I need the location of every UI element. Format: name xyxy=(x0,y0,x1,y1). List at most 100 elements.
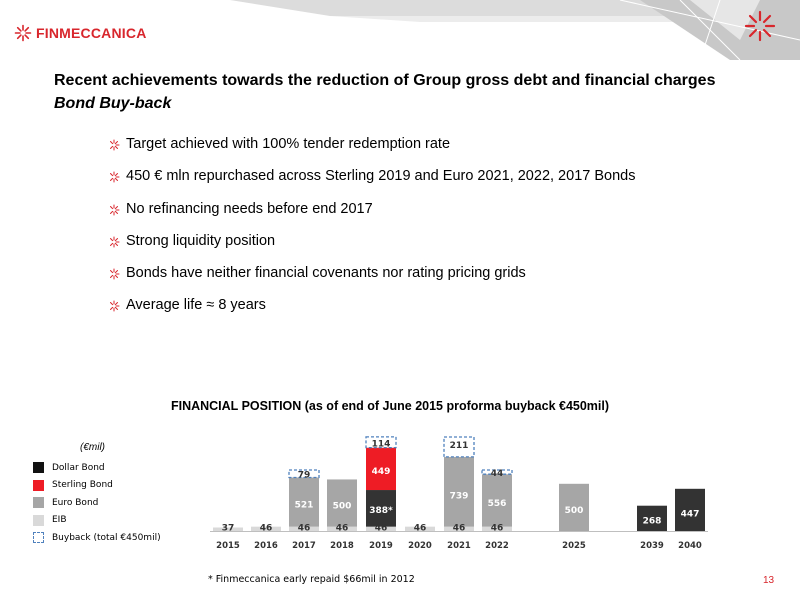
chart-legend: Dollar Bond Sterling Bond Euro Bond EIB … xyxy=(33,459,161,547)
bar-eib-2018 xyxy=(327,526,357,531)
x-tick-label-2020: 2020 xyxy=(408,541,432,551)
company-logo: FINMECCANICA xyxy=(14,24,147,42)
bar-sterling-bond-2019 xyxy=(366,447,396,491)
bar-eib-2017 xyxy=(289,526,319,531)
x-tick-label-2025: 2025 xyxy=(562,541,586,551)
bar-eib-2016 xyxy=(251,526,281,531)
bar-buyback-2017 xyxy=(288,469,320,479)
data-label-bar-eib-2016: 46 xyxy=(260,524,273,534)
legend-label: Sterling Bond xyxy=(52,480,113,491)
data-label-bar-sterling-bond-2019: 449 xyxy=(372,467,391,477)
footnote: * Finmeccanica early repaid $66mil in 20… xyxy=(208,574,415,585)
bar-eib-2019 xyxy=(366,526,396,531)
legend-item-buyback: Buyback (total €450mil) xyxy=(33,529,161,547)
slide-subtitle: Bond Buy-back xyxy=(54,95,172,112)
bar-buyback-2022 xyxy=(481,469,513,475)
bar-euro-bond-2017 xyxy=(289,477,319,527)
legend-label: EIB xyxy=(52,515,67,526)
legend-item-eib: EIB xyxy=(33,512,161,530)
x-tick-label-2040: 2040 xyxy=(678,541,702,551)
bullet-item: Target achieved with 100% tender redempt… xyxy=(108,136,635,168)
data-label-bar-eib-2020: 46 xyxy=(414,524,427,534)
bullet-starburst-icon xyxy=(110,300,120,312)
legend-label: Euro Bond xyxy=(52,497,99,508)
bar-dollar-bond-2019 xyxy=(366,490,396,527)
bar-euro-bond-2022 xyxy=(482,474,512,527)
bullet-starburst-icon xyxy=(110,171,120,183)
data-label-bar-eib-2017: 46 xyxy=(298,524,311,534)
bullet-item: Strong liquidity position xyxy=(108,233,635,265)
data-label-buyback-2019: 114 xyxy=(372,439,391,449)
x-tick-label-2015: 2015 xyxy=(216,541,240,551)
chart-unit-label: (€mil) xyxy=(80,442,105,453)
bullet-text: Strong liquidity position xyxy=(126,232,276,249)
data-label-bar-euro-bond-2018: 500 xyxy=(333,501,352,511)
x-tick-label-2017: 2017 xyxy=(292,541,316,551)
legend-label: Buyback (total €450mil) xyxy=(52,532,161,543)
data-label-bar-eib-2022: 46 xyxy=(491,524,504,534)
bar-buyback-2021 xyxy=(443,436,475,458)
legend-label: Dollar Bond xyxy=(52,462,105,473)
x-tick-label-2018: 2018 xyxy=(330,541,354,551)
bullet-text: Average life ≈ 8 years xyxy=(126,297,266,314)
legend-swatch xyxy=(33,479,44,491)
bullet-text: Bonds have neither financial covenants n… xyxy=(126,265,526,282)
bullet-text: Target achieved with 100% tender redempt… xyxy=(126,136,451,152)
corner-starburst-icon xyxy=(744,10,776,42)
legend-item-dollar-bond: Dollar Bond xyxy=(33,459,161,477)
x-tick-label-2022: 2022 xyxy=(485,541,509,551)
data-label-buyback-2017: 79 xyxy=(298,471,311,481)
data-label-bar-euro-bond-2017: 521 xyxy=(295,501,314,511)
x-tick-label-2016: 2016 xyxy=(254,541,278,551)
bar-dollar-bond-2040 xyxy=(675,488,705,531)
bar-eib-2020 xyxy=(405,526,435,531)
bullet-list: Target achieved with 100% tender redempt… xyxy=(108,136,635,330)
logo-text: FINMECCANICA xyxy=(36,25,147,41)
data-label-bar-eib-2019: 46 xyxy=(375,524,388,534)
x-tick-label-2019: 2019 xyxy=(369,541,393,551)
starburst-icon xyxy=(14,24,32,42)
data-label-bar-dollar-bond-2019: 388* xyxy=(369,506,393,516)
bar-dollar-bond-2039 xyxy=(637,505,667,531)
bullet-starburst-icon xyxy=(110,236,120,248)
legend-swatch xyxy=(33,462,44,474)
bar-euro-bond-2021 xyxy=(444,456,474,527)
page-number: 13 xyxy=(763,575,775,586)
legend-swatch xyxy=(33,532,44,544)
bullet-item: No refinancing needs before end 2017 xyxy=(108,201,635,233)
data-label-bar-dollar-bond-2039: 268 xyxy=(643,516,662,526)
legend-swatch xyxy=(33,514,44,526)
data-label-bar-euro-bond-2022: 556 xyxy=(488,499,507,509)
bullet-text: 450 € mln repurchased across Sterling 20… xyxy=(126,168,636,185)
data-label-bar-euro-bond-2025: 500 xyxy=(565,506,584,516)
header-decoration xyxy=(230,0,800,61)
legend-item-sterling-bond: Sterling Bond xyxy=(33,477,161,495)
data-label-buyback-2021: 211 xyxy=(450,441,469,451)
bar-euro-bond-2018 xyxy=(327,479,357,527)
chart-title: FINANCIAL POSITION (as of end of June 20… xyxy=(170,399,610,413)
bullet-starburst-icon xyxy=(110,204,120,216)
bar-buyback-2019 xyxy=(365,436,397,449)
x-tick-label-2039: 2039 xyxy=(640,541,664,551)
legend-swatch xyxy=(33,497,44,509)
bar-eib-2022 xyxy=(482,526,512,531)
bullet-text: No refinancing needs before end 2017 xyxy=(126,200,373,217)
bar-eib-2021 xyxy=(444,526,474,531)
bullet-item: 450 € mln repurchased across Sterling 20… xyxy=(108,168,635,200)
bullet-starburst-icon xyxy=(110,139,120,151)
bullet-item: Bonds have neither financial covenants n… xyxy=(108,265,635,297)
data-label-bar-eib-2018: 46 xyxy=(336,524,349,534)
bullet-item: Average life ≈ 8 years xyxy=(108,297,635,329)
data-label-buyback-2022: 44 xyxy=(491,469,504,479)
legend-item-euro-bond: Euro Bond xyxy=(33,494,161,512)
data-label-bar-dollar-bond-2040: 447 xyxy=(681,509,700,519)
data-label-bar-eib-2021: 46 xyxy=(453,524,466,534)
bar-euro-bond-2025 xyxy=(559,483,589,531)
slide-title: Recent achievements towards the reductio… xyxy=(54,72,716,89)
bar-eib-2015 xyxy=(213,527,243,531)
bullet-starburst-icon xyxy=(110,268,120,280)
data-label-bar-euro-bond-2021: 739 xyxy=(450,491,469,501)
data-label-bar-eib-2015: 37 xyxy=(222,524,235,534)
x-tick-label-2021: 2021 xyxy=(447,541,471,551)
